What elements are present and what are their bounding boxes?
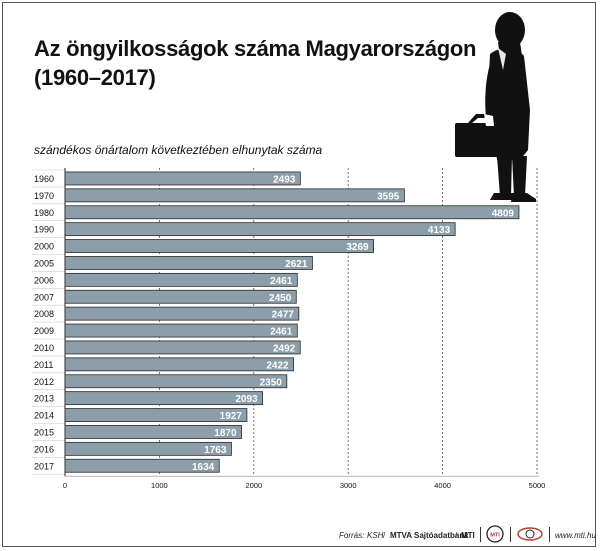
x-tick-label: 1000: [151, 481, 168, 490]
bar: [64, 205, 520, 220]
data-label: 2350: [260, 377, 283, 388]
data-label: 2492: [273, 343, 296, 354]
data-label-bg: [229, 392, 261, 404]
bar: [64, 425, 242, 439]
data-label: 2461: [270, 327, 293, 338]
x-tick-label: 0: [63, 481, 67, 490]
data-label-bg: [267, 341, 299, 353]
data-label-bg: [198, 443, 230, 455]
data-label-bg: [254, 375, 285, 387]
x-tick-label: 2000: [245, 481, 262, 490]
bar: [64, 289, 297, 304]
data-label: 3269: [346, 242, 369, 253]
footer-org-1: MTVA Sajtóadatbank: [390, 531, 469, 540]
data-label-bg: [186, 460, 218, 472]
data-label: 2461: [270, 276, 293, 287]
data-label-bg: [371, 189, 403, 201]
data-label: 1763: [204, 445, 227, 456]
category-label: 2013: [34, 394, 54, 404]
footer-separator: /: [383, 531, 386, 540]
chart-title: Az öngyilkosságok száma Magyarországon (…: [34, 34, 476, 92]
data-label-bg: [214, 409, 245, 421]
category-label: 2010: [34, 343, 54, 353]
footer-divider: [549, 527, 550, 542]
mti-round-logo-icon: MTI: [486, 525, 504, 543]
category-label: 1990: [34, 225, 54, 235]
data-label-bg: [208, 426, 240, 438]
data-label-bg: [263, 291, 295, 303]
data-label: 2093: [235, 394, 258, 405]
data-label: 1870: [214, 428, 237, 439]
category-label: 2000: [34, 242, 54, 252]
x-tick-label: 3000: [340, 481, 357, 490]
bar: [64, 340, 301, 355]
chart-title-line-1: Az öngyilkosságok száma Magyarországon: [34, 36, 477, 61]
category-label: 1980: [34, 208, 54, 218]
data-label-bg: [260, 358, 292, 370]
data-label: 4133: [428, 225, 451, 236]
data-label-bg: [267, 172, 299, 184]
category-label: 2015: [34, 427, 54, 437]
chart-subtitle: szándékos önártalom következtében elhuny…: [34, 143, 323, 157]
footer: Forrás: KSH / MTVA Sajtóadatbank / MTI M…: [0, 523, 596, 545]
footer-separator-2: /: [455, 531, 458, 540]
man-with-briefcase-silhouette-icon: [455, 12, 536, 202]
bar: [64, 458, 220, 473]
bar: [64, 408, 248, 422]
data-label: 4809: [492, 208, 515, 219]
data-label: 1927: [220, 411, 243, 422]
data-label-bg: [279, 257, 311, 269]
bar: [64, 323, 298, 338]
category-label: 2009: [34, 326, 54, 336]
category-label: 2007: [34, 292, 54, 302]
x-tick-label: 4000: [434, 481, 451, 490]
bar: [64, 256, 313, 270]
bar: [64, 222, 456, 237]
data-label: 3595: [377, 191, 400, 202]
mti-logo-text: MTI: [490, 533, 500, 539]
bar: [64, 188, 405, 203]
category-label: 2012: [34, 377, 54, 387]
data-label: 2621: [285, 259, 308, 270]
x-tick-label: 5000: [529, 481, 546, 490]
footer-divider: [510, 527, 511, 542]
data-label: 2450: [269, 293, 292, 304]
category-label: 2008: [34, 309, 54, 319]
data-label-bg: [264, 325, 296, 337]
category-label: 2016: [34, 444, 54, 454]
bar: [64, 239, 374, 253]
category-label: 2017: [34, 461, 54, 471]
data-label-bg: [486, 206, 517, 218]
category-label: 2006: [34, 275, 54, 285]
bar: [64, 306, 300, 321]
data-label: 2422: [266, 360, 289, 371]
bar: [64, 171, 301, 186]
data-label-bg: [422, 223, 454, 235]
footer-divider: [480, 527, 481, 542]
data-label-bg: [264, 274, 296, 286]
data-label-bg: [340, 240, 372, 252]
data-label-bg: [266, 308, 297, 320]
source-label: Forrás:: [339, 531, 365, 540]
category-label: 2011: [34, 360, 53, 370]
mti-ring-logo-icon: [517, 527, 543, 541]
data-label: 1634: [192, 462, 215, 473]
source-value: KSH: [367, 531, 384, 540]
data-label: 2477: [272, 310, 295, 321]
bar: [64, 441, 232, 456]
chart-title-line-2: (1960–2017): [34, 65, 156, 90]
data-label: 2493: [273, 174, 296, 185]
website-link[interactable]: www.mti.hu: [555, 531, 596, 540]
bar: [64, 391, 263, 406]
bar: [64, 357, 295, 372]
category-label: 1960: [34, 174, 54, 184]
category-label: 2014: [34, 411, 54, 421]
category-label: 1970: [34, 191, 54, 201]
bar: [64, 374, 288, 389]
bar-chart: 1960 2493 1970 3595 1980 4809 1990 4133 2000 3269…: [32, 168, 546, 490]
footer-org-2: MTI: [461, 531, 475, 540]
bar: [64, 272, 298, 287]
category-label: 2005: [34, 258, 54, 268]
